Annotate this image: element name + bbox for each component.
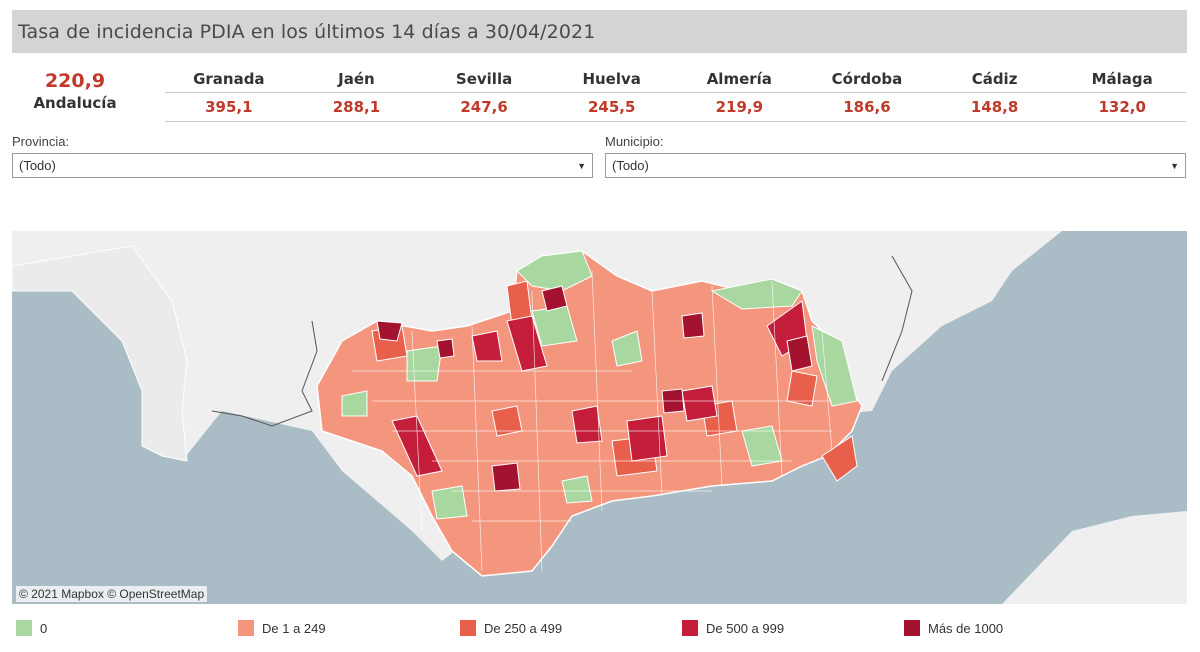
province-name[interactable]: Cádiz (971, 70, 1018, 88)
municipality-green (611, 330, 643, 367)
africa-land (1002, 511, 1187, 604)
municipality-high (626, 415, 668, 462)
legend-label: De 1 a 249 (262, 620, 326, 636)
municipality-mid (786, 370, 818, 407)
legend-label: Más de 1000 (928, 620, 1004, 636)
municipality-green (710, 278, 803, 310)
province-value[interactable]: 219,9 (715, 98, 764, 116)
province-name[interactable]: Almería (706, 70, 772, 88)
provincia-dropdown[interactable]: (Todo) ▼ (12, 153, 593, 178)
province-value[interactable]: 186,6 (843, 98, 891, 116)
province-value[interactable]: 288,1 (332, 98, 381, 116)
legend-item[interactable]: De 500 a 999 (682, 620, 784, 636)
provincia-dropdown-value: (Todo) (19, 158, 56, 173)
province-value[interactable]: 247,6 (460, 98, 508, 116)
municipality-max (681, 312, 705, 339)
total-kpi: 220,9 Andalucía (20, 70, 130, 112)
legend-item[interactable]: Más de 1000 (904, 620, 1003, 636)
page-title: Tasa de incidencia PDIA en los últimos 1… (18, 20, 596, 43)
province-name[interactable]: Sevilla (455, 70, 513, 88)
municipal-boundaries (352, 270, 833, 572)
province-table: Granada Jaén Sevilla Huelva Almería Córd… (165, 66, 1186, 122)
provincia-filter: Provincia: (Todo) ▼ (12, 134, 593, 178)
province-value[interactable]: 245,5 (587, 98, 636, 116)
total-label: Andalucía (33, 94, 117, 112)
map-attribution[interactable]: © 2021 Mapbox © OpenStreetMap (16, 586, 208, 602)
legend-label: De 500 a 999 (706, 620, 785, 636)
province-name[interactable]: Córdoba (831, 70, 903, 88)
municipio-dropdown[interactable]: (Todo) ▼ (605, 153, 1186, 178)
municipality-high (681, 385, 718, 422)
province-names-row: Granada Jaén Sevilla Huelva Almería Córd… (165, 66, 1186, 93)
map-legend: 0 De 1 a 249 De 250 a 499 De 500 a 999 M… (16, 620, 1186, 642)
portugal-land (12, 245, 188, 462)
municipality-high (506, 315, 548, 372)
municipality-max (786, 335, 813, 372)
municipality-green (406, 345, 443, 382)
municipality-max (541, 285, 568, 312)
legend-swatch (460, 620, 476, 636)
municipality-max (491, 462, 521, 492)
municipality-green (561, 475, 593, 504)
municipality-mid (491, 405, 523, 437)
province-value[interactable]: 395,1 (205, 98, 253, 116)
province-value[interactable]: 132,0 (1098, 98, 1146, 116)
municipality-mid (821, 435, 858, 482)
province-name[interactable]: Jaén (338, 70, 375, 88)
legend-item[interactable]: 0 (16, 620, 47, 636)
municipality-max (436, 338, 455, 359)
legend-item[interactable]: De 250 a 499 (460, 620, 562, 636)
legend-label: 0 (40, 620, 48, 636)
province-name[interactable]: Huelva (582, 70, 641, 88)
municipio-filter: Municipio: (Todo) ▼ (605, 134, 1186, 178)
municipality-green (341, 390, 368, 417)
legend-swatch (682, 620, 698, 636)
municipality-green (431, 485, 468, 520)
legend-swatch (16, 620, 32, 636)
border-line (881, 255, 913, 382)
map-canvas[interactable] (12, 231, 1187, 604)
municipality-max (376, 320, 403, 342)
border-line (211, 320, 318, 427)
provincia-filter-label: Provincia: (12, 134, 70, 149)
municipio-filter-label: Municipio: (605, 134, 664, 149)
choropleth-map[interactable]: © 2021 Mapbox © OpenStreetMap (12, 231, 1187, 604)
chevron-down-icon[interactable]: ▼ (1170, 160, 1179, 171)
province-name[interactable]: Málaga (1091, 70, 1153, 88)
legend-swatch (904, 620, 920, 636)
chevron-down-icon[interactable]: ▼ (577, 160, 586, 171)
province-name[interactable]: Granada (193, 70, 265, 88)
province-values-row: 395,1 288,1 247,6 245,5 219,9 186,6 148,… (165, 93, 1186, 122)
legend-swatch (238, 620, 254, 636)
total-value: 220,9 (44, 70, 106, 92)
title-bar: Tasa de incidencia PDIA en los últimos 1… (12, 10, 1187, 53)
municipio-dropdown-value: (Todo) (612, 158, 649, 173)
municipality-high (471, 330, 503, 362)
province-value[interactable]: 148,8 (970, 98, 1019, 116)
municipality-high (571, 405, 603, 444)
legend-item[interactable]: De 1 a 249 (238, 620, 326, 636)
legend-label: De 250 a 499 (484, 620, 563, 636)
